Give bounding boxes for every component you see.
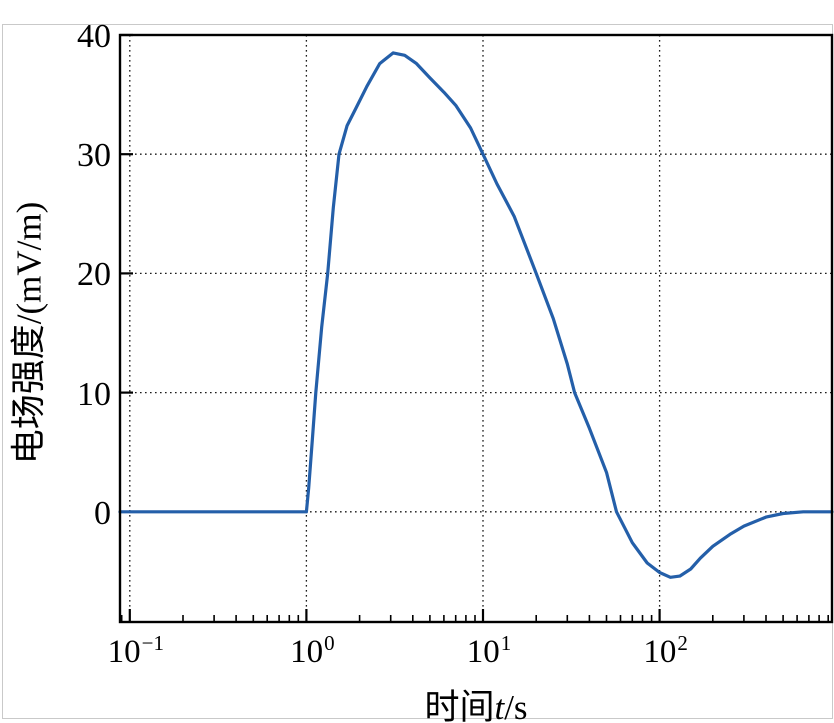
- y-tick-label: 20: [77, 256, 111, 294]
- y-tick-label: 10: [77, 375, 111, 413]
- axes-box: [118, 33, 834, 624]
- y-tick-label: 30: [77, 137, 111, 175]
- field-strength-curve: [118, 51, 834, 579]
- x-axis-title-prefix: 时间: [424, 688, 495, 723]
- y-tick-label: 40: [77, 18, 111, 55]
- y-tick-label: 0: [94, 494, 111, 532]
- x-tick-label: 102: [643, 631, 688, 671]
- x-tick-label: 100: [290, 631, 335, 671]
- y-axis-title: 电场强度/(mV/m): [1, 202, 52, 464]
- x-axis-title-unit: /s: [504, 688, 528, 723]
- x-axis-title-variable: t: [494, 688, 505, 723]
- y-axis-title-text: 电场强度/(mV/m): [9, 201, 49, 465]
- x-tick-label: 101: [466, 631, 512, 671]
- x-axis-title: 时间t/s: [120, 679, 832, 723]
- x-tick-label: 10−1: [107, 631, 164, 671]
